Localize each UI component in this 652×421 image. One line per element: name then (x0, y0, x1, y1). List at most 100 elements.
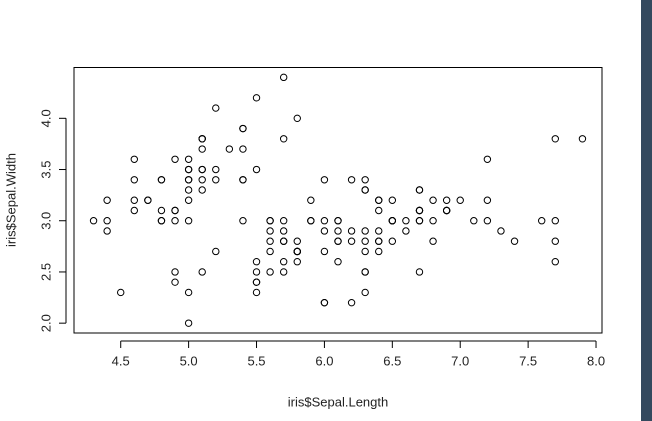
point (239, 217, 247, 225)
point (279, 268, 288, 276)
point (307, 196, 315, 204)
y-tick-label: 3.0 (38, 212, 53, 230)
y-tick-label: 4.0 (38, 109, 53, 127)
point (361, 268, 369, 276)
point (375, 237, 383, 245)
point (470, 217, 478, 225)
point (103, 227, 111, 235)
point (157, 176, 166, 184)
y-axis-label: iris$Sepal.Width (3, 153, 18, 247)
point (442, 196, 451, 204)
x-tick-label: 6.0 (315, 353, 333, 368)
point (347, 298, 356, 307)
point (171, 206, 179, 215)
point (225, 145, 234, 153)
point (103, 217, 111, 225)
point (551, 217, 559, 225)
point (429, 217, 437, 225)
point (130, 196, 138, 204)
side-panel (641, 0, 652, 421)
point (279, 217, 288, 225)
point (334, 258, 342, 266)
point (483, 155, 492, 163)
point (239, 176, 247, 184)
point (130, 155, 138, 163)
point (510, 237, 519, 245)
point (551, 135, 559, 143)
point (388, 196, 397, 204)
point (239, 145, 247, 153)
point (320, 298, 329, 307)
x-tick-label: 5.5 (247, 353, 265, 368)
point (212, 247, 220, 256)
point (184, 319, 193, 327)
y-tick-label: 2.0 (38, 314, 53, 332)
point (320, 217, 329, 225)
point (293, 247, 301, 256)
point (375, 206, 383, 215)
point (198, 268, 206, 276)
point (212, 165, 220, 174)
point (361, 237, 369, 245)
point (117, 288, 125, 297)
point (388, 237, 397, 245)
point (171, 278, 179, 286)
point (361, 247, 369, 256)
point (130, 206, 138, 215)
point (578, 135, 587, 143)
point (497, 227, 505, 235)
point (347, 176, 356, 184)
point (279, 237, 288, 245)
point (307, 217, 315, 225)
point (198, 186, 206, 194)
point (266, 237, 274, 245)
point (361, 288, 369, 297)
point (279, 73, 288, 82)
point (551, 258, 559, 266)
point (266, 217, 274, 225)
point (157, 206, 166, 215)
point (456, 196, 464, 204)
point (415, 186, 424, 194)
point (198, 165, 206, 174)
point (198, 176, 206, 184)
point (212, 176, 220, 184)
point (429, 237, 437, 245)
point (103, 196, 111, 204)
point (252, 94, 261, 102)
point (184, 217, 193, 225)
point (320, 176, 329, 184)
x-tick-label: 7.5 (519, 353, 537, 368)
point (415, 217, 424, 225)
point (239, 124, 247, 133)
point (415, 268, 424, 276)
point (402, 227, 410, 235)
y-tick-label: 2.5 (38, 263, 53, 281)
point (320, 247, 329, 256)
point (198, 145, 206, 153)
point (184, 176, 193, 184)
y-tick-label: 3.5 (38, 160, 53, 178)
x-tick-label: 4.5 (112, 353, 130, 368)
point (279, 135, 288, 143)
point (375, 247, 383, 256)
point (483, 217, 492, 225)
point (144, 196, 152, 204)
point (375, 196, 383, 204)
point (388, 217, 397, 225)
point (171, 268, 179, 276)
point (361, 186, 369, 194)
point (184, 288, 193, 297)
point (252, 288, 261, 297)
x-tick-label: 6.5 (383, 353, 401, 368)
x-tick-label: 8.0 (587, 353, 605, 368)
point (266, 268, 274, 276)
point (429, 196, 437, 204)
point (212, 104, 220, 112)
point (184, 155, 193, 163)
point (266, 247, 274, 256)
point (375, 227, 383, 235)
point (334, 227, 342, 235)
point (293, 237, 301, 245)
